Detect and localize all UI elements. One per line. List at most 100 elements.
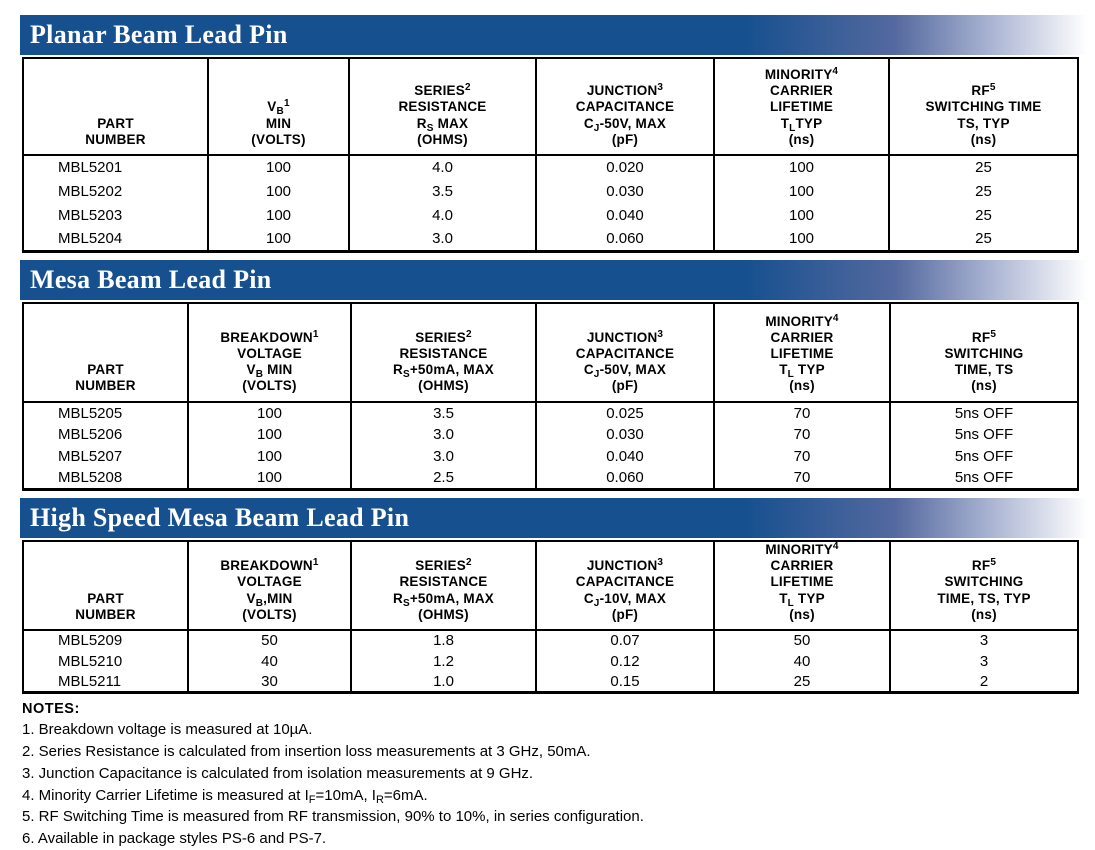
column-header-line: (OHMS) <box>417 131 468 147</box>
column-header-line: RS MAX <box>416 115 469 134</box>
value-cell: 5ns OFF <box>889 467 1078 490</box>
section-title: Mesa Beam Lead Pin <box>30 264 272 294</box>
notes: NOTES: 1. Breakdown voltage is measured … <box>22 701 1087 850</box>
value-cell: 100 <box>187 467 351 490</box>
part-number-cell: MBL5203 <box>58 206 123 224</box>
value-cell: 0.040 <box>535 203 714 227</box>
column-header-line: (ns) <box>789 606 815 622</box>
value-cell: 100 <box>187 401 351 424</box>
column-header-line: JUNCTION3 <box>586 557 664 574</box>
column-header-line: (pF) <box>611 606 639 622</box>
value-cell: 0.020 <box>535 155 714 179</box>
column-header-line: VB MIN <box>246 362 293 381</box>
part-number-cell: MBL5204 <box>58 229 123 247</box>
column-header-line: PART <box>87 590 124 606</box>
value-cell: 0.040 <box>535 445 714 468</box>
value-cell: 3 <box>889 650 1078 672</box>
table-row: MBL5201 100 4.0 0.020 100 25 <box>23 155 1078 179</box>
column-header-line: RS+50mA, MAX <box>393 590 494 609</box>
column-header-line: TS, TYP <box>957 115 1010 131</box>
column-header-line: PART <box>87 362 124 378</box>
column-header-line: BREAKDOWN1 <box>220 557 319 574</box>
column-header-line: NUMBER <box>75 378 136 394</box>
note-item: 5. RF Switching Time is measured from RF… <box>22 808 644 826</box>
value-cell: 50 <box>187 629 351 651</box>
column-header-line: SWITCHING <box>944 345 1024 361</box>
column-header-line: SERIES2 <box>415 328 472 345</box>
column-header-line: LIFETIME <box>770 345 834 361</box>
table-row: MBL5210 40 1.2 0.12 40 3 <box>23 650 1078 672</box>
column-header-line: TL TYP <box>779 362 825 381</box>
column-header-line: CAPACITANCE <box>575 345 675 361</box>
column-header: PART NUMBER <box>23 541 188 631</box>
column-header-line: JUNCTION3 <box>586 82 664 99</box>
section-title: High Speed Mesa Beam Lead Pin <box>30 503 410 532</box>
column-header: JUNCTION3 CAPACITANCE CJ-10V, MAX (pF) <box>535 541 714 631</box>
column-header-line: CAPACITANCE <box>575 99 675 115</box>
value-cell: 70 <box>713 467 890 490</box>
column-header-line: CAPACITANCE <box>575 574 675 590</box>
column-header-line: NUMBER <box>75 606 136 622</box>
value-cell: 3.0 <box>350 423 536 446</box>
value-cell: 3.0 <box>350 445 536 468</box>
column-header-line: (OHMS) <box>418 378 469 394</box>
column-header: MINORITY4 CARRIER LIFETIME TLTYP (ns) <box>713 58 889 156</box>
column-header-line: RESISTANCE <box>399 345 488 361</box>
value-cell: 1.0 <box>350 671 536 693</box>
column-header-line: SERIES2 <box>415 557 472 574</box>
value-cell: 100 <box>207 227 349 251</box>
value-cell: 0.060 <box>535 467 714 490</box>
value-cell: 70 <box>713 445 890 468</box>
value-cell: 100 <box>207 155 349 179</box>
value-cell: 100 <box>713 179 889 203</box>
column-header: SERIES2 RESISTANCE RS+50mA, MAX (OHMS) <box>350 541 536 631</box>
value-cell: 0.15 <box>535 671 714 693</box>
part-number-cell: MBL5210 <box>58 652 123 670</box>
value-cell: 0.060 <box>535 227 714 251</box>
value-cell: 25 <box>888 203 1078 227</box>
column-header-line: (ns) <box>970 131 997 147</box>
value-cell: 3.5 <box>350 401 536 424</box>
table-row: MBL5205 100 3.5 0.025 70 5ns OFF <box>23 401 1078 424</box>
table-row: MBL5203 100 4.0 0.040 100 25 <box>23 203 1078 227</box>
column-header-line: LIFETIME <box>769 99 834 115</box>
value-cell: 0.030 <box>535 179 714 203</box>
section-title-bar: Mesa Beam Lead Pin <box>20 259 1087 300</box>
value-cell: 100 <box>187 445 351 468</box>
value-cell: 100 <box>187 423 351 446</box>
column-header-line: NUMBER <box>85 131 146 147</box>
section-mesa-beam-lead-pin: Mesa Beam Lead Pin PART NUMBER BREAKDOWN1 V… <box>20 259 1087 491</box>
column-header: MINORITY4 CARRIER LIFETIME TL TYP (ns) <box>713 541 890 631</box>
value-cell: 3 <box>889 629 1078 651</box>
column-header-line: VOLTAGE <box>237 345 302 361</box>
part-number-cell: MBL5211 <box>58 673 122 691</box>
column-header: BREAKDOWN1 VOLTAGE VB,MIN (VOLTS) <box>187 541 351 631</box>
value-cell: 50 <box>713 629 890 651</box>
column-header: JUNCTION3 CAPACITANCE CJ-50V, MAX (pF) <box>535 58 714 156</box>
column-header-line: (pF) <box>611 131 639 147</box>
value-cell: 5ns OFF <box>889 401 1078 424</box>
value-cell: 3.0 <box>348 227 536 251</box>
value-cell: 100 <box>713 155 889 179</box>
column-header: VB1 MIN (VOLTS) <box>207 58 349 156</box>
value-cell: 2 <box>889 671 1078 693</box>
value-cell: 1.8 <box>350 629 536 651</box>
value-cell: 4.0 <box>348 155 536 179</box>
column-header-line: BREAKDOWN1 <box>220 328 319 345</box>
column-header-line: CARRIER <box>770 329 834 345</box>
column-header-line: CARRIER <box>770 558 834 574</box>
header-row: PART NUMBER VB1 MIN (VOLTS) SERIES2 RESISTANCE… <box>23 58 1078 156</box>
column-header-line: (VOLTS) <box>242 378 297 394</box>
value-cell: 25 <box>713 671 890 693</box>
value-cell: 5ns OFF <box>889 445 1078 468</box>
column-header-line: VB,MIN <box>246 590 293 609</box>
column-header-line: SERIES2 <box>414 82 471 99</box>
value-cell: 100 <box>713 203 889 227</box>
header-row: PART NUMBER BREAKDOWN1 VOLTAGE VB,MIN (VOLTS)… <box>23 541 1078 631</box>
column-header-line: JUNCTION3 <box>586 328 664 345</box>
value-cell: 100 <box>713 227 889 251</box>
value-cell: 3.5 <box>348 179 536 203</box>
column-header-line: RF5 <box>971 328 997 345</box>
column-header-line: RESISTANCE <box>398 99 487 115</box>
